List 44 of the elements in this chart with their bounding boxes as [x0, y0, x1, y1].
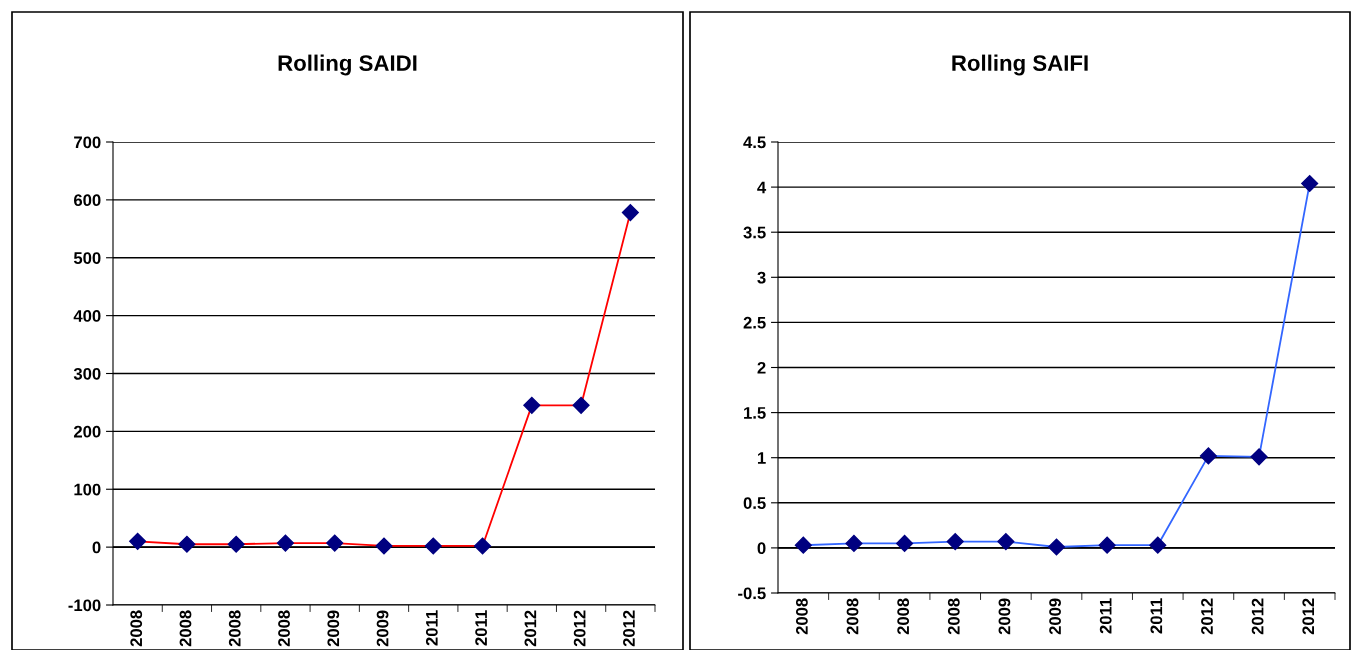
y-tick-label: 600	[74, 194, 101, 207]
x-tick-label: 2008	[897, 598, 910, 635]
y-tick-label: 4.5	[743, 136, 766, 149]
x-tick-label: 2012	[1251, 598, 1264, 635]
y-tick-label: 300	[73, 367, 101, 380]
y-tick-label: -0.5	[738, 587, 766, 600]
y-tick-label: 700	[74, 136, 101, 149]
x-tick-label: 2011	[1150, 598, 1163, 634]
x-tick-label: 2008	[278, 610, 290, 647]
x-tick-label: 2009	[1049, 598, 1061, 635]
y-tick-label: 1.5	[744, 407, 766, 419]
y-tick-label: 2.5	[743, 316, 766, 329]
y-tick-label: 0	[757, 542, 766, 555]
x-tick-label: 2012	[1302, 598, 1315, 635]
y-tick-label: 0.5	[743, 497, 766, 509]
chart-title: Rolling SAIDI	[278, 54, 417, 76]
y-tick-label: 0	[92, 541, 101, 554]
x-tick-label: 2009	[376, 610, 389, 647]
x-tick-label: 2011	[475, 610, 488, 646]
x-tick-label: 2012	[524, 610, 537, 647]
y-tick-label: 3.5	[743, 226, 766, 239]
x-tick-label: 2009	[998, 598, 1011, 635]
x-tick-label: 2008	[179, 610, 192, 647]
y-tick-label: 200	[73, 425, 101, 438]
y-tick-label: 4	[757, 181, 767, 194]
y-tick-label: 2	[757, 361, 766, 374]
x-tick-label: 2008	[130, 610, 143, 647]
x-tick-label: 2008	[947, 598, 960, 635]
x-tick-label: 2008	[228, 610, 241, 647]
x-tick-label: 2012	[573, 610, 586, 647]
x-tick-label: 2012	[623, 610, 635, 647]
y-tick-label: 500	[73, 252, 101, 264]
y-tick-label: -100	[68, 599, 101, 612]
x-tick-label: 2009	[327, 610, 340, 647]
chart-title: Rolling SAIFI	[952, 54, 1088, 76]
x-tick-label: 2012	[1201, 598, 1213, 635]
y-tick-label: 100	[74, 483, 101, 496]
y-tick-label: 1	[757, 452, 766, 464]
y-tick-label: 400	[73, 310, 101, 322]
y-tick-label: 3	[757, 271, 766, 284]
x-tick-label: 2011	[1099, 598, 1112, 634]
x-tick-label: 2008	[846, 598, 859, 635]
x-tick-label: 2008	[795, 598, 808, 635]
x-tick-label: 2011	[425, 610, 438, 646]
